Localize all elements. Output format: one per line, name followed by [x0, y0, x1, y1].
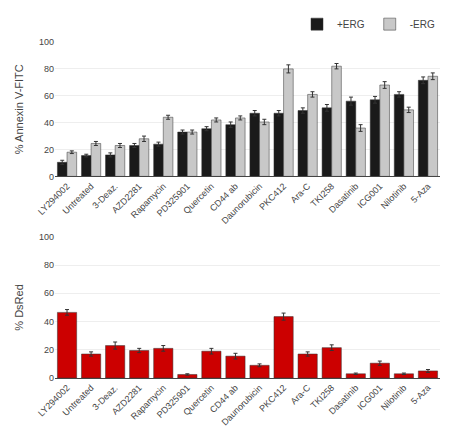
svg-text:Ara-C: Ara-C	[289, 181, 313, 205]
svg-text:PD325901: PD325901	[155, 383, 192, 420]
svg-text:CD44 ab: CD44 ab	[208, 383, 240, 415]
svg-text:60: 60	[44, 91, 54, 101]
svg-text:Untreated: Untreated	[61, 181, 96, 216]
svg-text:+ERG: +ERG	[337, 19, 365, 30]
svg-text:Dasatinib: Dasatinib	[327, 383, 361, 417]
svg-text:PD325901: PD325901	[155, 181, 192, 218]
svg-text:Rapamycin: Rapamycin	[129, 181, 168, 220]
svg-text:TKI258: TKI258	[309, 383, 337, 411]
svg-text:5-Aza: 5-Aza	[409, 383, 433, 407]
svg-text:Dasatinib: Dasatinib	[327, 181, 361, 215]
svg-text:60: 60	[44, 288, 54, 298]
svg-text:-ERG: -ERG	[410, 19, 435, 30]
svg-text:PKC412: PKC412	[257, 383, 288, 414]
svg-text:CD44 ab: CD44 ab	[208, 181, 240, 213]
svg-text:Daunorubicin: Daunorubicin	[220, 383, 265, 428]
svg-text:LY294002: LY294002	[36, 181, 72, 217]
svg-text:PKC412: PKC412	[257, 181, 288, 212]
svg-text:ICG001: ICG001	[355, 181, 384, 210]
svg-text:100: 100	[39, 37, 54, 47]
svg-text:40: 40	[44, 317, 54, 327]
svg-text:ICG001: ICG001	[355, 383, 384, 412]
svg-text:80: 80	[44, 64, 54, 74]
svg-text:Nilotinib: Nilotinib	[379, 383, 409, 413]
svg-text:80: 80	[44, 260, 54, 270]
svg-text:20: 20	[44, 145, 54, 155]
svg-text:% Annexin V-FITC: % Annexin V-FITC	[13, 64, 25, 154]
svg-text:3-Deaz.: 3-Deaz.	[90, 181, 119, 210]
svg-text:Nilotinib: Nilotinib	[379, 181, 409, 211]
svg-text:Rapamycin: Rapamycin	[129, 383, 168, 422]
svg-text:% DsRed: % DsRed	[13, 284, 25, 330]
svg-text:3-Deaz.: 3-Deaz.	[90, 383, 119, 412]
svg-text:AZD2281: AZD2281	[110, 181, 144, 215]
svg-text:AZD2281: AZD2281	[110, 383, 144, 417]
svg-text:0: 0	[49, 172, 54, 182]
svg-text:5-Aza: 5-Aza	[409, 181, 433, 205]
svg-text:Ara-C: Ara-C	[289, 382, 313, 406]
svg-text:Untreated: Untreated	[61, 383, 96, 418]
svg-text:20: 20	[44, 345, 54, 355]
svg-text:TKI258: TKI258	[309, 181, 337, 209]
svg-text:100: 100	[39, 232, 54, 242]
svg-text:0: 0	[49, 373, 54, 383]
svg-text:LY294002: LY294002	[36, 383, 72, 419]
svg-text:40: 40	[44, 118, 54, 128]
svg-text:Daunorubicin: Daunorubicin	[220, 181, 265, 226]
svg-text:Quercetin: Quercetin	[181, 181, 216, 216]
svg-text:Quercetin: Quercetin	[181, 383, 216, 418]
